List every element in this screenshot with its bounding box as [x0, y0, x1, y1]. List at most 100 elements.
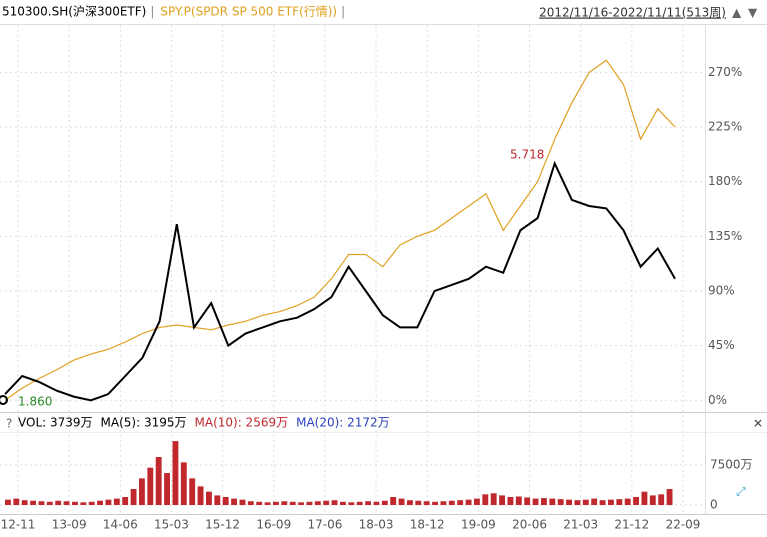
- volume-bar: [105, 499, 112, 505]
- expand-icon[interactable]: ⤢: [735, 485, 746, 499]
- volume-bar: [72, 501, 78, 505]
- y-tick-label: 0%: [708, 393, 727, 407]
- volume-bar: [356, 501, 363, 505]
- volume-bar: [390, 497, 397, 505]
- volume-bar: [340, 501, 346, 505]
- max-annotation: 5.718: [510, 148, 544, 162]
- help-icon[interactable]: ?: [6, 417, 12, 431]
- volume-bar: [206, 491, 212, 505]
- volume-bar: [582, 499, 589, 505]
- volume-bar: [130, 489, 137, 505]
- volume-bar: [5, 499, 11, 505]
- volume-bar: [247, 501, 254, 505]
- volume-bar: [13, 498, 20, 505]
- volume-bar: [666, 489, 673, 505]
- min-annotation: 1.860: [18, 395, 52, 409]
- volume-bar: [289, 501, 296, 505]
- volume-bar: [658, 494, 665, 505]
- volume-bar: [482, 494, 489, 505]
- x-tick-label: 22-09: [666, 518, 701, 532]
- volume-bar: [490, 493, 497, 505]
- date-range: 2012/11/16-2022/11/11(513周): [539, 6, 726, 20]
- volume-bar: [231, 498, 237, 505]
- legend-entry: 510300.SH(沪深300ETF): [2, 5, 146, 19]
- y-tick-label: 135%: [708, 229, 742, 243]
- settings-icon[interactable]: ▲: [732, 6, 742, 20]
- volume-bar: [591, 498, 598, 505]
- volume-bar: [423, 501, 430, 505]
- volume-bar: [448, 500, 455, 505]
- close-icon[interactable]: ✕: [753, 417, 763, 431]
- volume-bar: [440, 501, 447, 505]
- dropdown-icon[interactable]: ▼: [748, 6, 758, 20]
- y-tick-label: 270%: [708, 65, 742, 79]
- volume-bar: [63, 501, 70, 505]
- separator: |: [150, 5, 154, 19]
- volume-bar: [80, 502, 87, 505]
- volume-bar: [298, 502, 304, 505]
- volume-bar: [574, 500, 581, 505]
- indicator: MA(20): 2172万: [296, 416, 390, 430]
- marker: [0, 395, 8, 405]
- volume-bar: [532, 498, 539, 505]
- volume-bar: [113, 498, 120, 505]
- x-tick-label: 18-12: [410, 518, 445, 532]
- x-tick-label: 16-09: [256, 518, 291, 532]
- volume-bar: [55, 500, 62, 505]
- volume-bar: [457, 500, 464, 505]
- volume-bar: [239, 499, 246, 505]
- volume-bar: [323, 500, 330, 505]
- volume-bar: [46, 501, 53, 505]
- volume-bar: [641, 491, 648, 505]
- separator: |: [341, 5, 345, 19]
- x-tick-label: 13-09: [52, 518, 87, 532]
- volume-bar: [381, 500, 388, 505]
- y-tick-label: 180%: [708, 174, 742, 188]
- volume-bar: [88, 501, 95, 505]
- volume-bar: [649, 495, 656, 505]
- volume-bar: [281, 501, 288, 505]
- indicator: MA(10): 2569万: [195, 416, 289, 430]
- indicator: MA(5): 3195万: [101, 416, 187, 430]
- x-tick-label: 17-06: [307, 518, 342, 532]
- volume-bar: [616, 499, 623, 505]
- volume-bar: [256, 501, 263, 505]
- volume-bar: [524, 497, 531, 505]
- volume-bar: [222, 497, 229, 505]
- volume-bar: [214, 495, 221, 505]
- volume-bar: [599, 500, 606, 505]
- volume-bar: [465, 499, 472, 505]
- y-tick-label: 45%: [708, 338, 735, 352]
- volume-bar: [515, 496, 522, 505]
- volume-bar: [541, 498, 547, 505]
- x-tick-label: 15-12: [205, 518, 240, 532]
- volume-bar: [331, 500, 338, 505]
- volume-bar: [273, 501, 279, 505]
- x-tick-label: 18-03: [359, 518, 394, 532]
- legend-entry: SPY.P(SPDR SP 500 ETF(行情)): [160, 5, 337, 19]
- volume-bar: [139, 478, 145, 505]
- y-tick-label: 225%: [708, 120, 742, 134]
- x-tick-label: 14-06: [103, 518, 138, 532]
- y-tick-label: 0: [710, 498, 718, 512]
- volume-bar: [97, 500, 103, 505]
- volume-bar: [365, 501, 371, 505]
- volume-bar: [373, 501, 380, 505]
- volume-bar: [38, 501, 45, 505]
- volume-bar: [164, 473, 170, 505]
- volume-bar: [398, 498, 405, 505]
- volume-bar: [189, 478, 196, 505]
- volume-bar: [197, 486, 204, 505]
- volume-bar: [624, 498, 631, 505]
- volume-bar: [507, 497, 514, 505]
- volume-bar: [155, 457, 162, 505]
- volume-bar: [348, 502, 355, 505]
- line-series: [4, 59, 676, 401]
- volume-bar: [264, 502, 271, 505]
- volume-bar: [633, 497, 639, 505]
- volume-bar: [549, 498, 556, 505]
- x-tick-label: 21-12: [614, 518, 649, 532]
- line-series: [4, 160, 676, 402]
